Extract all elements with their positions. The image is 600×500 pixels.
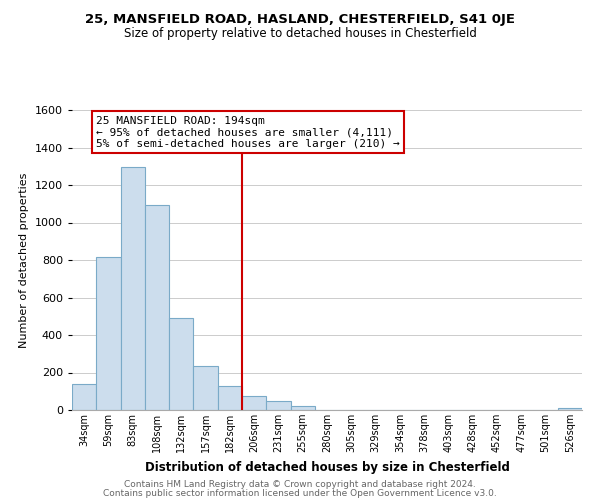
- Text: Size of property relative to detached houses in Chesterfield: Size of property relative to detached ho…: [124, 28, 476, 40]
- Text: Contains HM Land Registry data © Crown copyright and database right 2024.: Contains HM Land Registry data © Crown c…: [124, 480, 476, 489]
- Bar: [558, 408, 582, 410]
- Bar: [193, 366, 218, 410]
- Bar: [266, 401, 290, 410]
- Text: Contains public sector information licensed under the Open Government Licence v3: Contains public sector information licen…: [103, 488, 497, 498]
- Bar: [96, 257, 121, 410]
- Bar: [72, 384, 96, 410]
- Bar: [121, 167, 145, 410]
- Bar: [169, 318, 193, 410]
- Bar: [145, 204, 169, 410]
- Text: 25 MANSFIELD ROAD: 194sqm
← 95% of detached houses are smaller (4,111)
5% of sem: 25 MANSFIELD ROAD: 194sqm ← 95% of detac…: [96, 116, 400, 149]
- Bar: [290, 406, 315, 410]
- X-axis label: Distribution of detached houses by size in Chesterfield: Distribution of detached houses by size …: [145, 460, 509, 473]
- Text: 25, MANSFIELD ROAD, HASLAND, CHESTERFIELD, S41 0JE: 25, MANSFIELD ROAD, HASLAND, CHESTERFIEL…: [85, 12, 515, 26]
- Y-axis label: Number of detached properties: Number of detached properties: [19, 172, 29, 348]
- Bar: [218, 386, 242, 410]
- Bar: [242, 396, 266, 410]
